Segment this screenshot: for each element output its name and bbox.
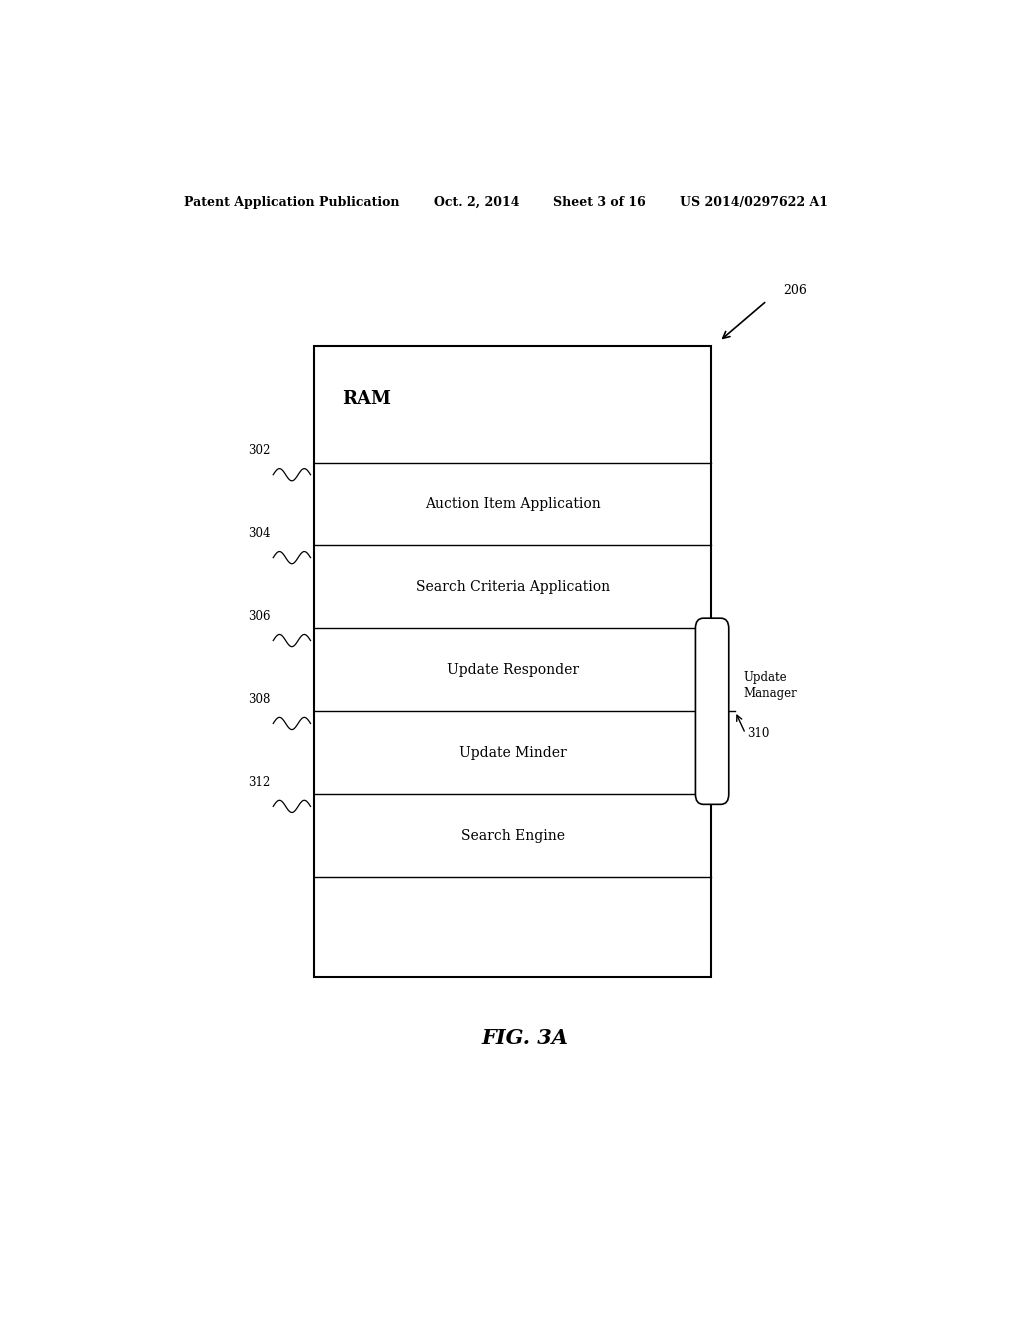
Text: 308: 308 xyxy=(249,693,270,706)
Text: RAM: RAM xyxy=(342,391,391,408)
Text: Patent Application Publication: Patent Application Publication xyxy=(183,195,399,209)
Text: Search Engine: Search Engine xyxy=(461,829,565,842)
Text: Auction Item Application: Auction Item Application xyxy=(425,496,601,511)
Text: Oct. 2, 2014: Oct. 2, 2014 xyxy=(433,195,519,209)
Text: 310: 310 xyxy=(748,727,769,741)
Bar xyxy=(314,346,712,977)
FancyBboxPatch shape xyxy=(695,618,729,804)
Text: Search Criteria Application: Search Criteria Application xyxy=(416,579,610,594)
Text: Sheet 3 of 16: Sheet 3 of 16 xyxy=(553,195,645,209)
Text: Update Responder: Update Responder xyxy=(446,663,579,677)
Text: FIG. 3A: FIG. 3A xyxy=(481,1027,568,1048)
Text: 312: 312 xyxy=(249,776,270,789)
Text: 302: 302 xyxy=(249,445,270,458)
Text: 306: 306 xyxy=(249,610,270,623)
Text: Update Minder: Update Minder xyxy=(459,746,566,760)
Text: US 2014/0297622 A1: US 2014/0297622 A1 xyxy=(680,195,827,209)
Text: 206: 206 xyxy=(782,284,807,297)
Text: 304: 304 xyxy=(249,528,270,540)
Text: Update
Manager: Update Manager xyxy=(743,672,797,701)
